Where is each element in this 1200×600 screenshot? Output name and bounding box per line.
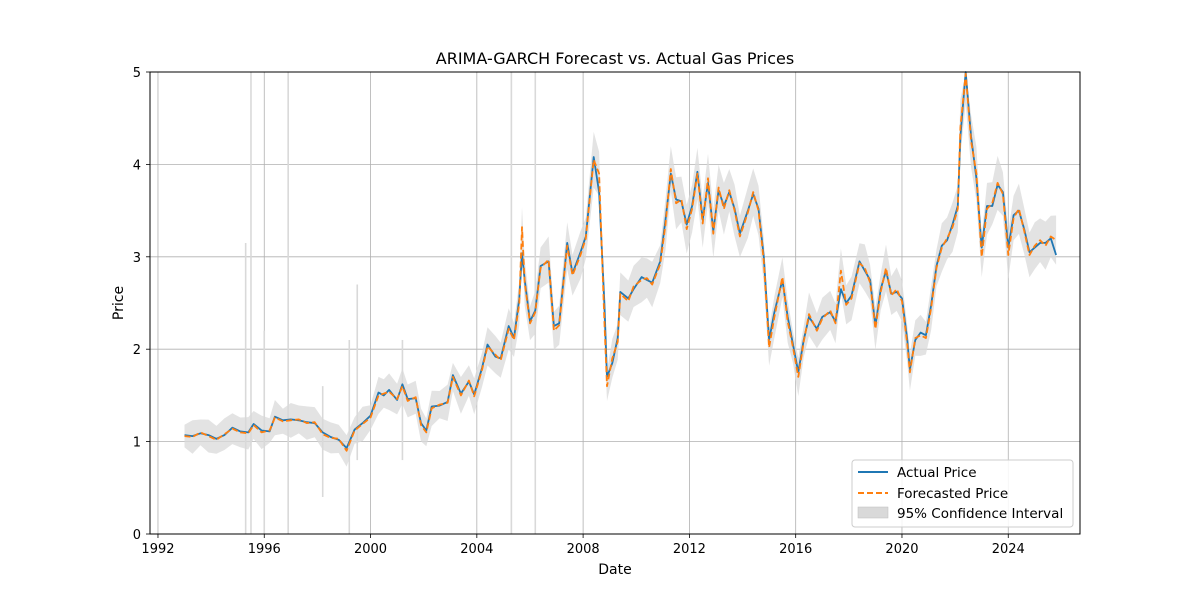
legend-ci-label: 95% Confidence Interval <box>897 506 1063 522</box>
x-tick-label: 2008 <box>567 542 600 557</box>
y-tick-label: 0 <box>133 528 141 543</box>
forecast-price-line <box>184 72 1057 452</box>
y-tick-label: 2 <box>133 343 141 358</box>
x-tick-label: 1992 <box>141 542 174 557</box>
y-tick-label: 5 <box>133 66 141 81</box>
tick-layer: 1992 1996 2000 2004 2008 2012 2016 2020 2024 0 1 2 3… <box>133 66 1025 557</box>
x-tick-label: 2020 <box>885 542 918 557</box>
plot-frame <box>149 71 1081 535</box>
series-layer <box>184 71 1057 452</box>
x-tick-label: 2012 <box>673 542 706 557</box>
x-tick-label: 2024 <box>992 542 1025 557</box>
y-tick-label: 1 <box>133 436 141 451</box>
x-tick-label: 1996 <box>248 542 281 557</box>
legend-ci-swatch <box>857 506 889 519</box>
legend-box <box>851 459 1074 528</box>
chart-title: ARIMA-GARCH Forecast vs. Actual Gas Pric… <box>436 49 794 68</box>
y-tick-label: 3 <box>133 251 141 266</box>
legend: Actual Price Forecasted Price 95% Confid… <box>851 459 1074 528</box>
x-tick-label: 2004 <box>460 542 493 557</box>
x-axis-label: Date <box>598 562 631 578</box>
legend-forecast-label: Forecasted Price <box>897 486 1008 502</box>
actual-price-line <box>184 71 1057 449</box>
legend-actual-label: Actual Price <box>897 465 977 481</box>
y-tick-label: 4 <box>133 158 141 173</box>
x-tick-label: 2000 <box>354 542 387 557</box>
x-tick-label: 2016 <box>779 542 812 557</box>
y-axis-label: Price <box>111 286 127 320</box>
ci-band <box>184 72 1057 467</box>
